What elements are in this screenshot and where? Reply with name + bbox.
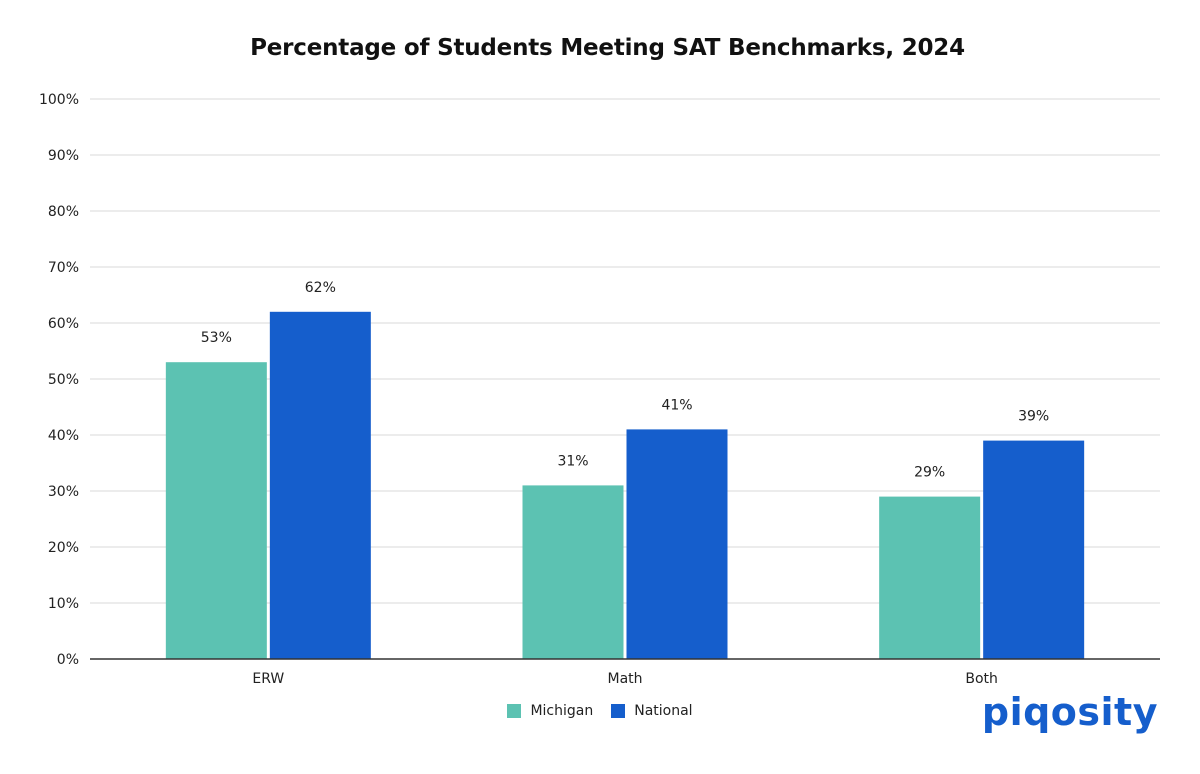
bar-michigan-math: [522, 485, 624, 659]
x-tick-label-both: Both: [965, 671, 998, 687]
y-tick-label-70: 70%: [48, 260, 79, 276]
y-tick-label-50: 50%: [48, 372, 79, 388]
labels: 0% 10% 20% 30% 40% 50% 60% 70% 80% 90% 100% 53% 62% E…: [39, 92, 1049, 687]
data-label-michigan-math: 31%: [557, 453, 588, 469]
chart-title: Percentage of Students Meeting SAT Bench…: [250, 35, 965, 61]
bar-michigan-both: [879, 496, 981, 659]
y-tick-label-0: 0%: [57, 652, 79, 668]
bar-national-both: [983, 440, 1085, 659]
legend-item-national: National: [611, 703, 693, 719]
legend-item-michigan: Michigan: [507, 703, 593, 719]
y-tick-label-30: 30%: [48, 484, 79, 500]
x-tick-label-erw: ERW: [252, 671, 284, 687]
gridlines: [90, 98, 1160, 604]
legend: Michigan National: [0, 703, 1200, 719]
legend-label-national: National: [634, 703, 693, 719]
y-tick-label-60: 60%: [48, 316, 79, 332]
x-tick-label-math: Math: [607, 671, 642, 687]
data-label-michigan-both: 29%: [914, 465, 945, 481]
bar-national-math: [626, 429, 728, 659]
data-label-national-math: 41%: [661, 397, 692, 413]
y-tick-label-80: 80%: [48, 204, 79, 220]
legend-label-michigan: Michigan: [530, 703, 594, 719]
bar-national-erw: [269, 311, 371, 659]
bars: [165, 311, 1085, 659]
piqosity-logo: piqosity: [981, 690, 1158, 734]
y-tick-label-90: 90%: [48, 148, 79, 164]
data-label-michigan-erw: 53%: [201, 330, 232, 346]
y-tick-label-40: 40%: [48, 428, 79, 444]
legend-swatch-national: [611, 704, 626, 718]
bar-michigan-erw: [165, 362, 267, 659]
data-label-national-both: 39%: [1018, 409, 1049, 425]
y-tick-label-100: 100%: [39, 92, 79, 108]
legend-swatch-michigan: [507, 704, 522, 718]
y-tick-label-20: 20%: [48, 540, 79, 556]
y-tick-label-10: 10%: [48, 596, 79, 612]
data-label-national-erw: 62%: [305, 280, 336, 296]
